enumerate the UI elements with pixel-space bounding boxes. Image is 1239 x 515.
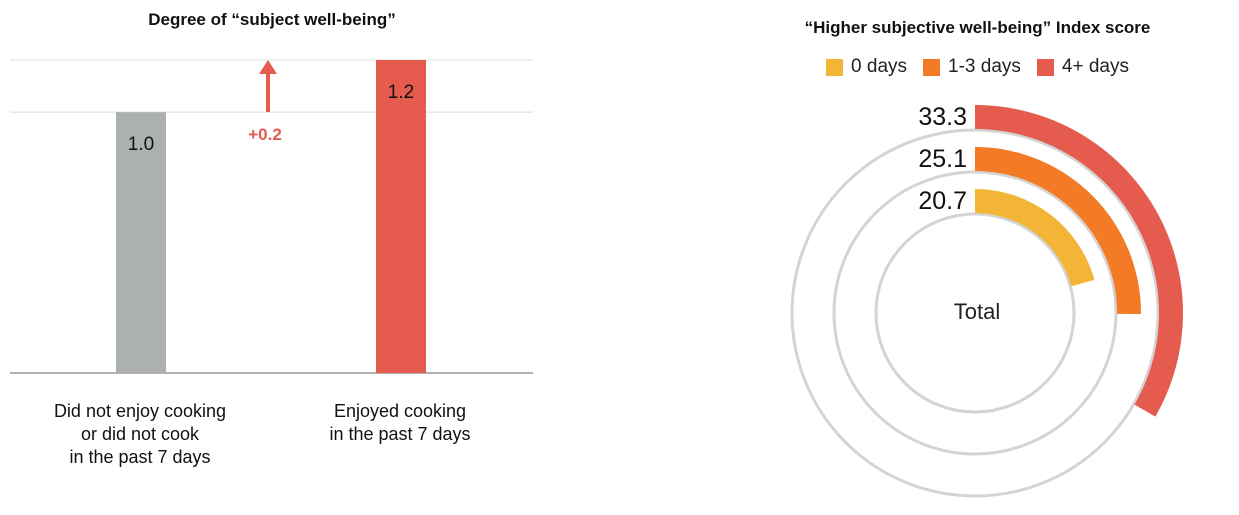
legend-item-1-3-days: 1-3 days — [923, 56, 1021, 78]
legend-swatch-1-3-days — [923, 58, 941, 76]
radial-value-label: 20.7 — [918, 187, 967, 215]
radial-value-label: 25.1 — [918, 145, 967, 173]
radial-legend: 0 days 1-3 days 4+ days — [720, 56, 1235, 78]
ring-track — [874, 212, 1076, 414]
legend-swatch-4-plus-days — [1036, 58, 1054, 76]
center-label: Total — [954, 299, 1000, 324]
legend-label-0-days: 0 days — [851, 56, 908, 77]
radial-chart-title: “Higher subjective well-being” Index sco… — [804, 18, 1151, 37]
bar-chart: 1.0 1.2 +0.2 — [10, 59, 533, 374]
bar — [116, 112, 166, 374]
category-label-enjoyed-cooking: Enjoyed cooking in the past 7 days — [329, 401, 471, 444]
legend-label-4-plus-days: 4+ days — [1061, 56, 1129, 77]
bar-value-label: 1.0 — [128, 134, 154, 155]
up-arrow-icon — [259, 60, 277, 74]
category-label-no-cooking: Did not enjoy cooking or did not cook in… — [53, 401, 227, 467]
radial-bar-1-3-days — [975, 147, 1141, 315]
legend-item-0-days: 0 days — [826, 56, 907, 78]
legend-label-1-3-days: 1-3 days — [948, 56, 1021, 77]
increase-annotation: +0.2 — [248, 125, 282, 144]
radial-bar-0-days — [975, 189, 1095, 287]
bar-value-label: 1.2 — [388, 82, 414, 103]
radial-value-label: 33.3 — [918, 103, 967, 131]
bar — [376, 60, 426, 373]
bar-chart-title: Degree of “subject well-being” — [148, 10, 396, 29]
legend-item-4-plus-days: 4+ days — [1036, 56, 1129, 78]
radial-bar-4-days — [975, 104, 1184, 417]
legend-swatch-0-days — [826, 58, 844, 76]
ring-track — [790, 128, 1160, 498]
ring-track — [832, 170, 1118, 456]
